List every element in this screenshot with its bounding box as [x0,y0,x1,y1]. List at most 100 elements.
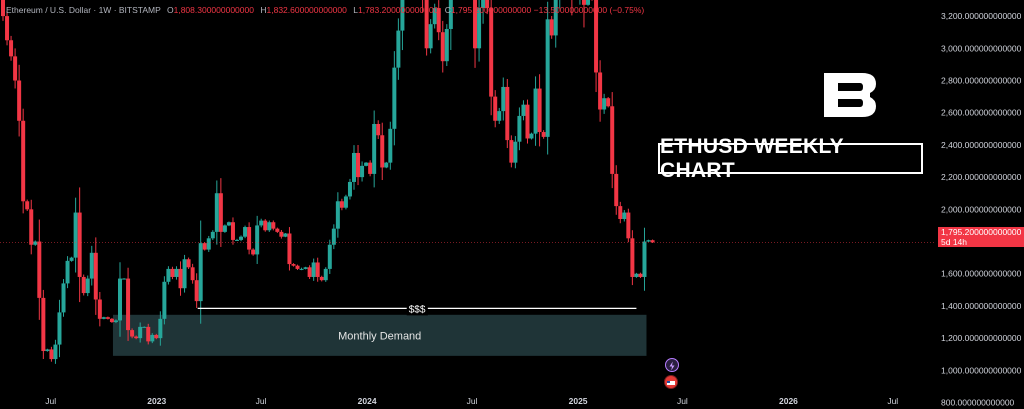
candle-body [323,268,328,281]
candle [372,110,377,188]
candle [618,201,623,224]
candle [622,210,627,222]
candle [473,0,478,68]
candle-body [364,162,369,166]
candle [251,248,256,256]
candle [376,120,381,139]
candle-body [327,244,332,269]
candle [549,15,554,39]
candle-body [634,273,639,277]
candle [146,323,151,345]
candle-body [400,0,405,31]
candle-body [134,336,139,339]
candle-body [388,128,393,163]
candle-body [198,243,203,302]
candle-body [1,0,5,17]
bar-countdown: 5d 14h [941,237,967,247]
candle [315,257,320,282]
brand-logo-icon [822,73,878,117]
y-tick-label: 2,600.000000000000 [941,108,1022,118]
lightning-icon[interactable] [665,358,679,372]
candle [477,0,482,62]
candle [222,224,227,233]
y-tick-label: 3,200.000000000000 [941,11,1022,21]
candle-body [315,262,320,277]
candle [432,3,437,29]
candle [279,229,284,239]
candle-body [509,140,514,163]
candle [45,348,50,352]
candle [190,263,195,284]
candle [319,275,324,282]
candle-body [271,222,276,229]
candle [206,235,211,252]
candle-body [146,326,151,342]
candle-body [485,0,490,9]
candle-body [85,278,90,294]
y-tick-label: 1,000.000000000000 [941,365,1022,375]
candle [226,221,231,227]
candle-body [638,273,643,277]
candle-body [372,123,377,174]
candle [533,76,538,146]
candle-body [279,231,284,237]
candle [610,92,615,189]
time-axis[interactable]: Jul 2023 Jul 2024 Jul 2025 Jul 2026 Jul [45,396,898,406]
candle [591,0,593,1]
candle-body [339,201,344,208]
candle-body [239,236,244,240]
chart-title-banner: ETHUSD WEEKLY CHART [658,135,923,182]
candle [448,0,453,50]
current-price-value: 1,795.200000000000 [941,227,1022,237]
candle-body [606,98,611,107]
candle [380,122,385,181]
candle-body [122,278,127,280]
candle [602,93,607,114]
candle [255,215,260,264]
y-tick-label: 1,200.000000000000 [941,333,1022,343]
candle [335,192,340,238]
candle-body [610,106,615,174]
candle-body [130,330,135,337]
candle [247,222,252,255]
candle-body [473,0,478,49]
x-tick-label: 2024 [358,396,377,406]
candle-body [356,152,361,178]
candle [235,238,239,241]
y-tick-label: 2,200.000000000000 [941,172,1022,182]
demand-zone-label: Monthly Demand [338,330,421,342]
x-tick-label: Jul [677,396,688,406]
candle-body [255,225,260,255]
candle-body [105,317,110,319]
candle [1,0,5,21]
candle-body [57,312,62,345]
candle [25,199,30,212]
y-tick-label: 2,800.000000000000 [941,76,1022,86]
candle [650,239,655,243]
candle [29,199,34,255]
candle-body [432,8,437,25]
price-axis[interactable]: 800.000000000000 1,000.000000000000 1,200.… [941,11,1022,407]
candle-body [214,193,219,232]
candle-body [89,252,94,279]
candle-body [218,193,223,232]
candle [343,194,348,210]
candle-body [73,212,78,258]
candle-body [41,297,46,352]
candle-body [17,80,22,121]
candle-body [630,238,635,277]
candle [444,24,449,67]
candle [594,0,599,93]
candle [69,256,74,262]
candle [17,64,22,137]
candle-body [428,24,433,49]
candle-body [602,98,607,110]
candle-body [5,16,10,41]
candle-body [243,227,248,237]
candle-body [368,162,373,174]
candle-body [343,196,348,208]
candle-body [586,0,590,5]
candle-body [545,19,550,137]
flag-icon[interactable] [664,375,678,389]
